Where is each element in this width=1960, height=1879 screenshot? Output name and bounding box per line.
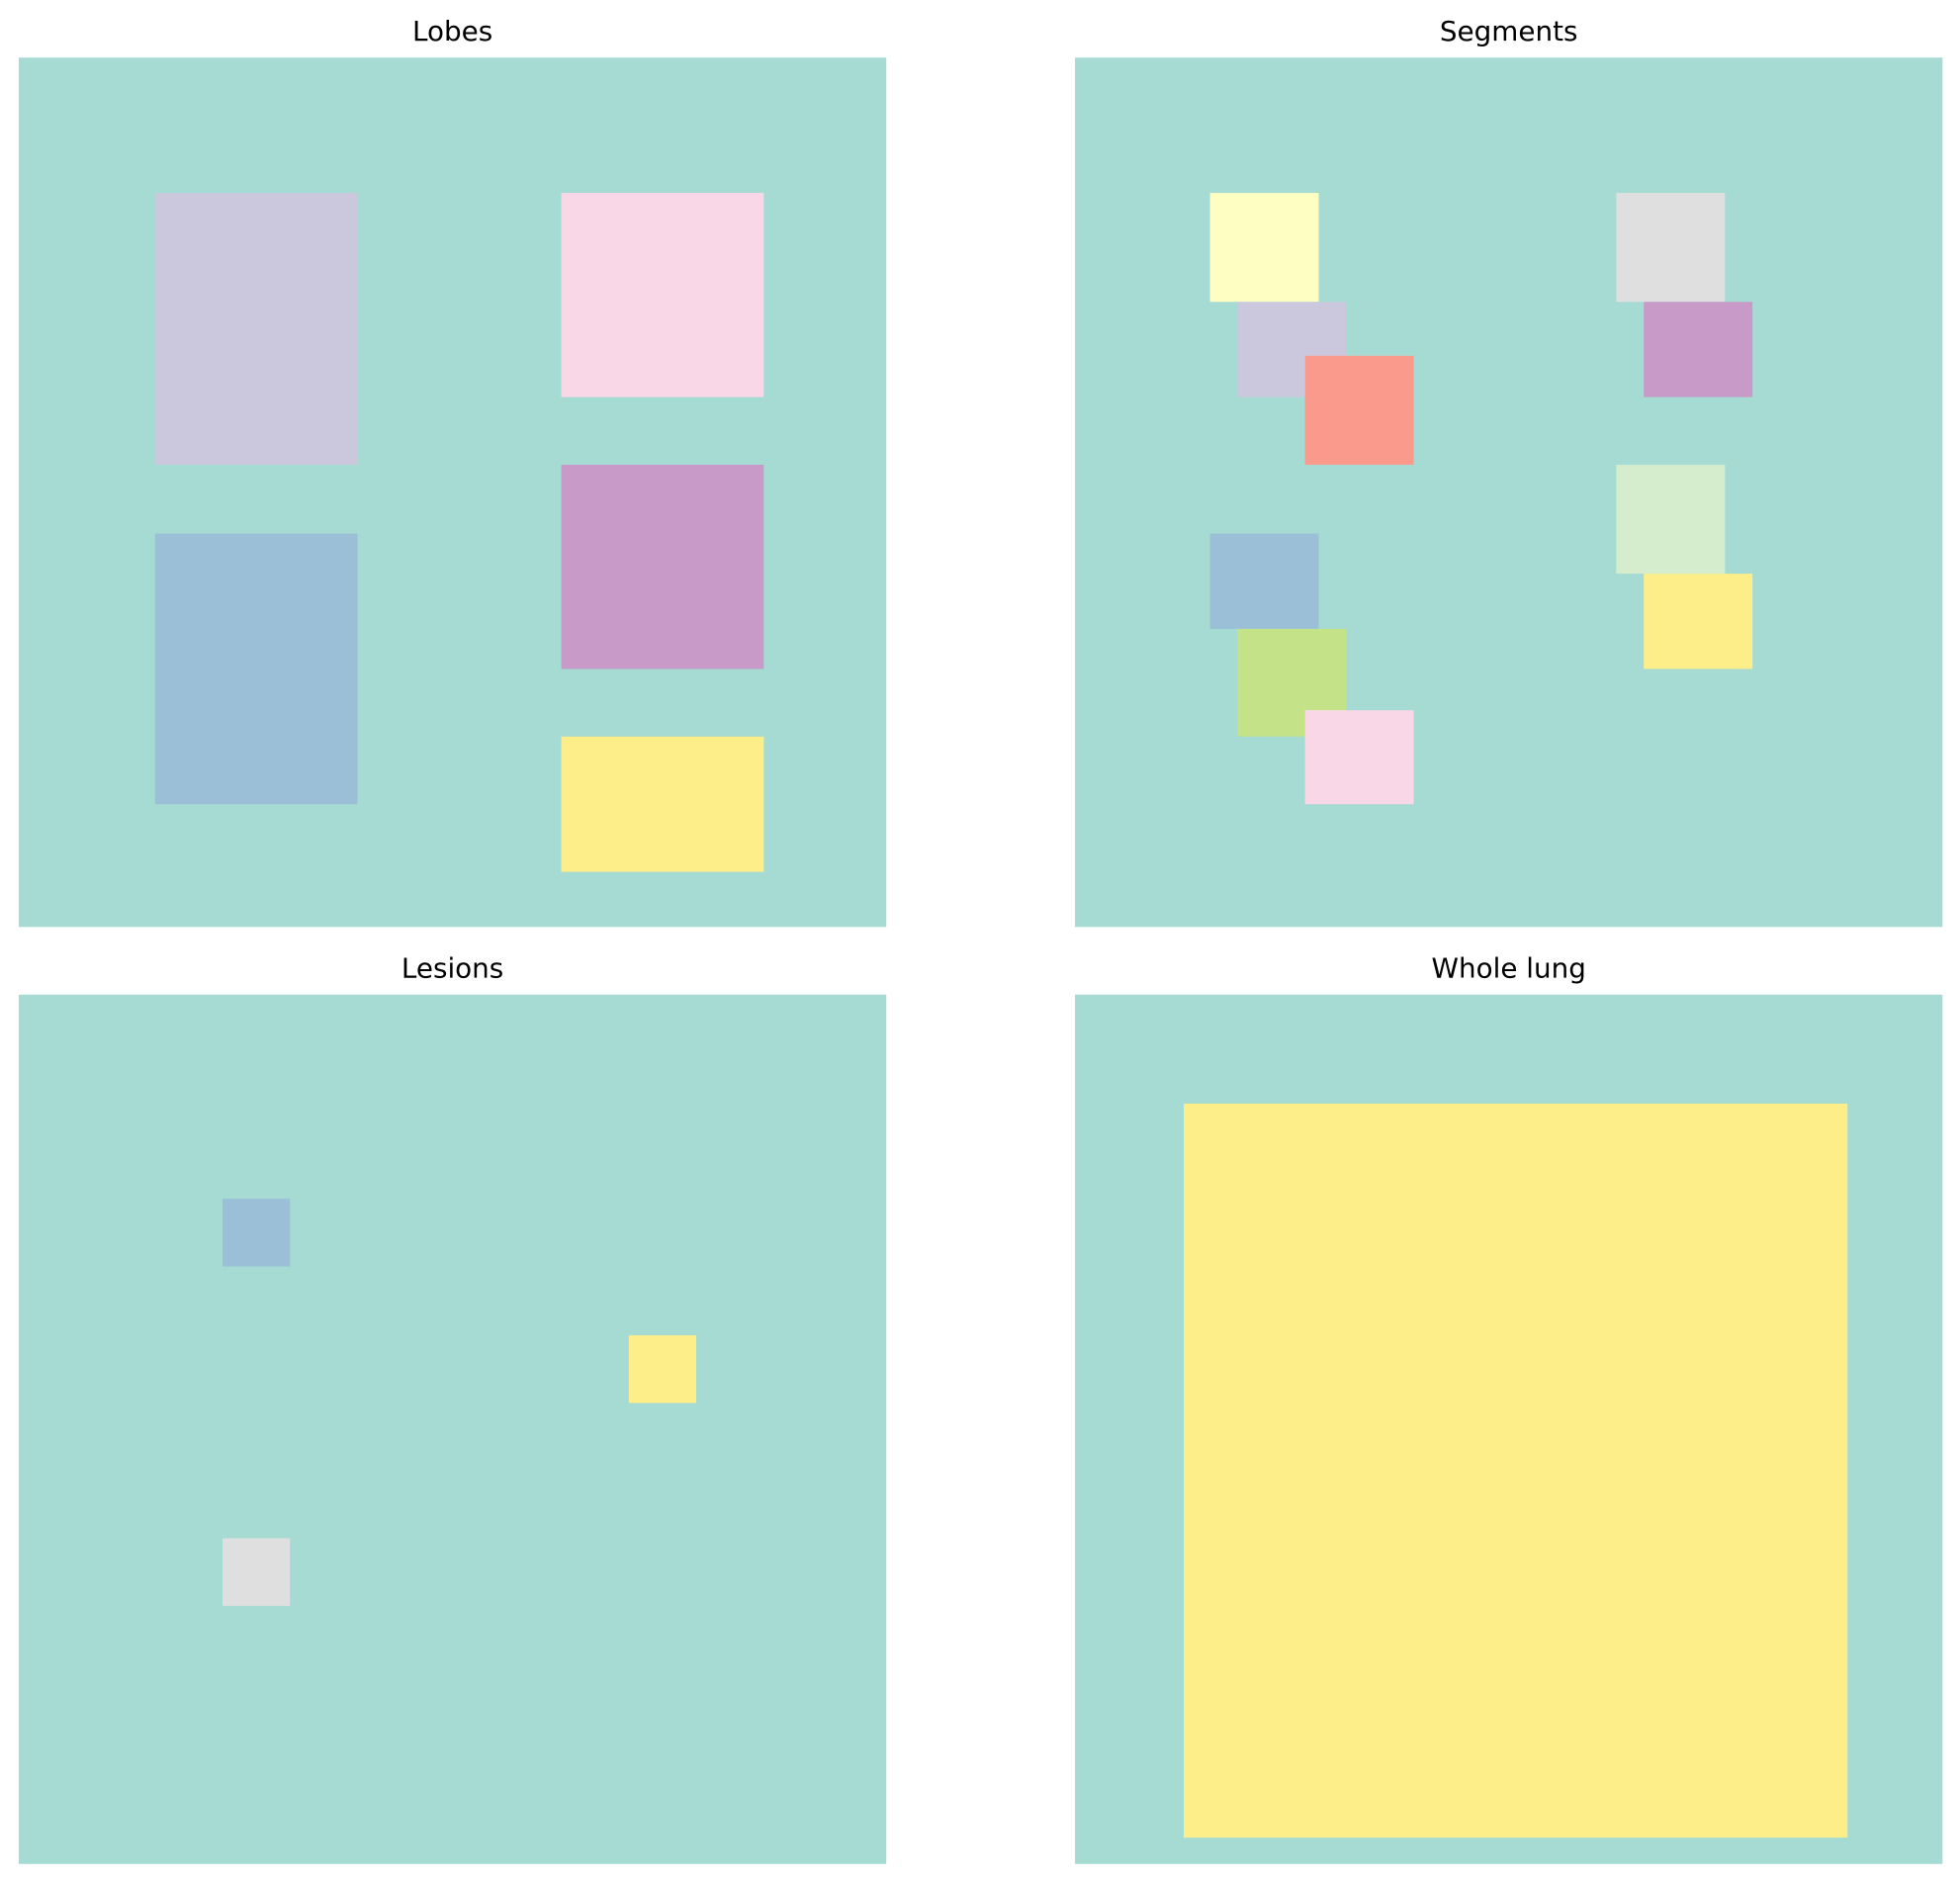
region [1304,710,1414,805]
region [561,464,764,670]
region [154,193,358,465]
region [222,1199,291,1267]
region [1304,355,1414,465]
region [1616,464,1726,575]
panel: Whole lung [1075,951,1943,1864]
region [1184,1103,1848,1838]
region [1209,193,1319,303]
region [1644,302,1753,398]
panel-title: Lesions [401,951,503,984]
region [1209,533,1319,629]
panel-title: Whole lung [1431,951,1585,984]
region [628,1335,697,1403]
panel: Segments [1075,15,1943,928]
panel: Lobes [18,15,887,928]
region [561,193,764,398]
panel-title: Lobes [412,15,492,47]
panel-title: Segments [1440,15,1578,47]
panel-background [18,994,887,1864]
region [1644,574,1753,670]
region [154,533,358,805]
region [561,736,764,872]
region [1616,193,1726,303]
panel-background [1075,57,1943,928]
region [222,1538,291,1606]
panel: Lesions [18,951,887,1864]
